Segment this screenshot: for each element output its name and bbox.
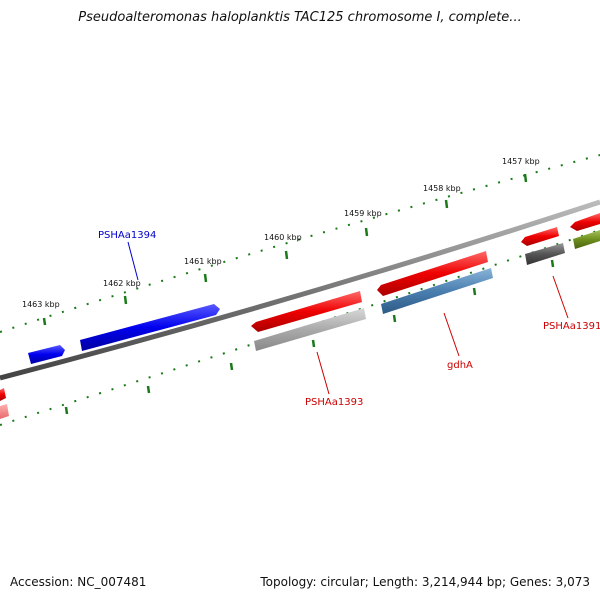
cds-arrow-next (570, 213, 600, 231)
feature-gray-track (254, 308, 366, 351)
outer-scale-ring (0, 154, 600, 333)
kbp-label-1460: 1460 kbp (264, 233, 302, 242)
genome-backbone (0, 199, 600, 381)
kbp-label-1459: 1459 kbp (344, 209, 382, 218)
feature-steel-track (381, 268, 493, 314)
kbp-label-1458: 1458 kbp (423, 184, 461, 193)
outer-major-ticks (42, 173, 528, 326)
inner-major-ticks (64, 259, 555, 415)
cds-arrow-left-edge (0, 388, 6, 401)
kbp-label-1462: 1462 kbp (103, 279, 141, 288)
gene-label-PSHAa1393: PSHAa1393 (305, 397, 363, 408)
cds-arrow-PSHAa1394-part1 (28, 345, 65, 364)
feature-dark-track (525, 243, 565, 265)
cds-arrow-PSHAa1394 (80, 304, 220, 351)
cds-arrow-gdhA (377, 251, 488, 296)
genome-summary: Topology: circular; Length: 3,214,944 bp… (260, 575, 590, 589)
gene-label-PSHAa1394: PSHAa1394 (98, 230, 156, 241)
forward-strand-features[interactable] (0, 213, 600, 401)
scale-labels: 1457 kbp 1458 kbp 1459 kbp 1460 kbp 1461… (22, 157, 540, 309)
kbp-label-1457: 1457 kbp (502, 157, 540, 166)
feature-olive-track (573, 230, 600, 249)
feature-pink-track (0, 404, 9, 419)
kbp-label-1463: 1463 kbp (22, 300, 60, 309)
gene-label-PSHAa1391: PSHAa1391 (543, 321, 600, 332)
label-leader-lines (127, 241, 569, 395)
secondary-track-features[interactable] (0, 230, 600, 419)
gene-label-gdhA: gdhA (447, 360, 473, 371)
map-title: Pseudoalteromonas haloplanktis TAC125 ch… (78, 10, 522, 25)
cds-arrow-PSHAa1391 (521, 227, 559, 246)
cds-arrow-PSHAa1393 (251, 291, 362, 332)
kbp-label-1461: 1461 kbp (184, 257, 222, 266)
gene-labels[interactable]: PSHAa1394 PSHAa1393 gdhA PSHAa1391 (98, 230, 600, 408)
accession-label: Accession: NC_007481 (10, 575, 147, 589)
